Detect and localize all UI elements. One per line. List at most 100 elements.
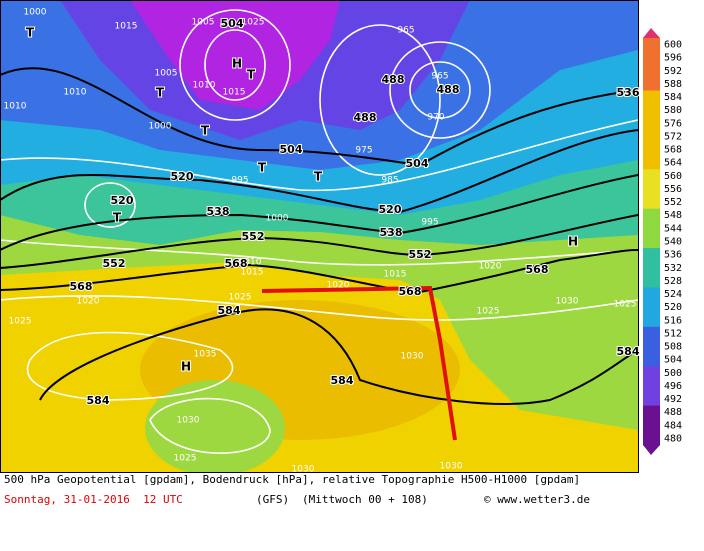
pressure-label: 1010: [239, 258, 262, 268]
pressure-label: 970: [427, 113, 444, 123]
scale-swatch: [643, 431, 660, 446]
scale-label: 492: [664, 394, 682, 405]
pressure-label: 965: [397, 26, 414, 36]
scale-swatch: [643, 208, 660, 223]
footer-model: (GFS): [256, 493, 290, 506]
pressure-label: 1025: [174, 454, 197, 464]
field-green: [145, 380, 285, 473]
scale-label: 544: [664, 223, 682, 234]
pressure-label: 1020: [327, 281, 350, 291]
pressure-label: 975: [355, 146, 372, 156]
scale-label: 556: [664, 184, 682, 195]
scale-label: 484: [664, 420, 682, 431]
geopotential-label: 584: [331, 374, 354, 387]
scale-swatch: [643, 339, 660, 354]
geopotential-label: 504: [221, 17, 244, 30]
scale-swatch: [643, 51, 660, 65]
footer-run: (Mittwoch 00 + 108): [302, 493, 428, 506]
scale-swatch: [643, 261, 660, 275]
pressure-system: T: [314, 170, 323, 184]
scale-label: 572: [664, 131, 682, 142]
scale-label: 516: [664, 315, 682, 326]
pressure-label: 1010: [64, 88, 87, 98]
geopotential-contours: [0, 67, 639, 405]
pressure-label: 1000: [266, 214, 289, 224]
weather-map-page: 1000 1015 1005 1025 1010 1010 1005 1010 1015 1000…: [0, 0, 682, 513]
pressure-label: 1025: [9, 317, 32, 327]
scale-swatch: [643, 143, 660, 157]
pressure-label: 1010: [193, 81, 216, 91]
scale-swatch: [643, 195, 660, 210]
scale-swatch: [643, 116, 660, 131]
pressure-label: 1030: [177, 416, 200, 426]
scale-swatch: [643, 418, 660, 433]
geopotential-label: 552: [409, 248, 432, 261]
scale-swatch: [643, 300, 660, 315]
pressure-label: 995: [231, 176, 248, 186]
scale-label: 528: [664, 276, 682, 287]
scale-label: 508: [664, 342, 682, 353]
scale-label: 588: [664, 79, 682, 90]
pressure-system: T: [258, 161, 267, 175]
pressure-label: 1030: [401, 352, 424, 362]
scale-label: 524: [664, 289, 682, 300]
geopotential-label: 488: [354, 111, 377, 124]
scale-swatch: [643, 182, 660, 197]
scale-label: 576: [664, 118, 682, 129]
pressure-system: T: [201, 124, 210, 138]
pressure-system: T: [156, 86, 165, 100]
scale-arrow-bottom: [643, 445, 660, 455]
scale-swatch: [643, 248, 660, 262]
pressure-system: T: [26, 26, 35, 40]
scale-swatch: [643, 77, 660, 92]
scale-swatch: [643, 90, 660, 105]
pressure-label: 1020: [77, 297, 100, 307]
scale-label: 536: [664, 250, 682, 261]
geopotential-label: 488: [382, 73, 405, 86]
geopotential-label: 520: [379, 203, 402, 216]
scale-label: 496: [664, 381, 682, 392]
geopotential-label: 538: [207, 205, 230, 218]
pressure-label: 1025: [242, 18, 265, 28]
pressure-label: 1005: [155, 69, 178, 79]
footer: 500 hPa Geopotential [gpdam], Bodendruck…: [0, 473, 638, 513]
pressure-label: 1000: [149, 122, 172, 132]
scale-swatch: [643, 326, 660, 341]
geopotential-label: 504: [280, 143, 303, 156]
pressure-label: 1015: [241, 268, 264, 278]
pressure-label: 985: [381, 176, 398, 186]
pressure-label: 1010: [4, 102, 27, 112]
scale-label: 584: [664, 92, 682, 103]
scale-arrow-top: [643, 28, 660, 38]
scale-swatch: [643, 353, 660, 367]
scale-swatch: [643, 274, 660, 288]
scale-swatch: [643, 313, 660, 328]
pressure-label: 1000: [24, 8, 47, 18]
footer-description: 500 hPa Geopotential [gpdam], Bodendruck…: [4, 473, 581, 486]
scale-label: 568: [664, 145, 682, 156]
scale-swatch: [643, 405, 660, 420]
geopotential-label: 584: [218, 304, 241, 317]
scale-label: 560: [664, 171, 682, 182]
scale-swatch: [643, 169, 660, 183]
geopotential-label: 538: [380, 226, 403, 239]
scale-label: 480: [664, 433, 682, 444]
scale-label: 548: [664, 210, 682, 221]
pressure-system: H: [568, 235, 578, 249]
scale-label: 564: [664, 158, 682, 169]
geopotential-label: 568: [526, 263, 549, 276]
scale-label: 596: [664, 53, 682, 64]
scale-swatch: [643, 234, 660, 249]
scale-label: 512: [664, 328, 682, 339]
geopotential-label: 568: [70, 280, 93, 293]
pressure-label: 1025: [229, 293, 252, 303]
geopotential-label: 552: [242, 230, 265, 243]
scale-label: 552: [664, 197, 682, 208]
pressure-system: T: [113, 211, 122, 225]
pressure-label: 1030: [292, 465, 315, 474]
scale-swatch: [643, 379, 660, 393]
pressure-label: 1030: [440, 462, 463, 472]
scale-swatch: [643, 366, 660, 380]
pressure-label: 1030: [556, 297, 579, 307]
